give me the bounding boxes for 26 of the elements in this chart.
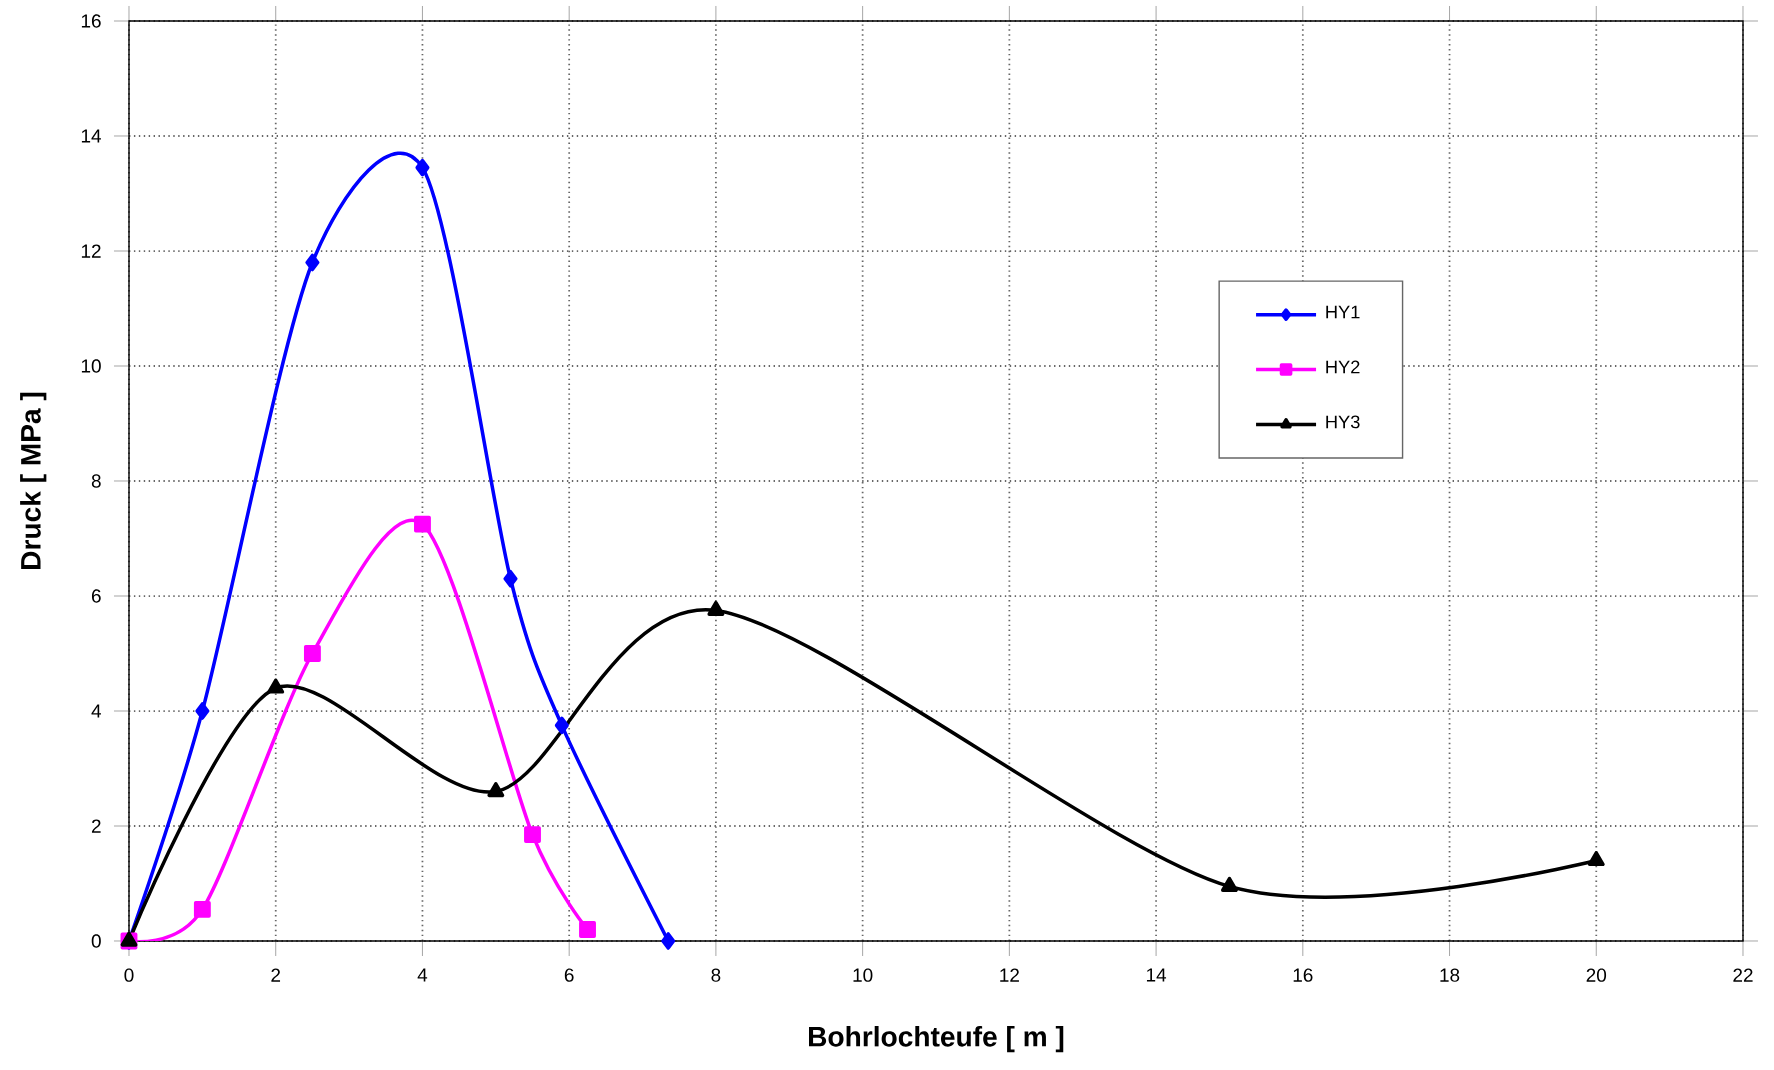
x-tick-label: 0 — [124, 968, 134, 982]
x-tick-label: 4 — [417, 968, 428, 982]
x-tick-label: 12 — [1000, 968, 1019, 982]
y-tick-label: 2 — [91, 819, 101, 833]
legend-label: HY2 — [1326, 360, 1360, 374]
y-axis-title: Druck [ MPa ] — [20, 392, 47, 569]
y-tick-label: 10 — [81, 359, 101, 373]
y-tick-label: 14 — [81, 129, 101, 143]
x-tick-label: 10 — [853, 968, 873, 982]
y-tick-label: 6 — [91, 589, 101, 603]
x-tick-label: 8 — [711, 968, 721, 982]
x-tick-label: 2 — [271, 968, 281, 982]
y-tick-label: 0 — [91, 934, 101, 948]
x-tick-label: 16 — [1293, 968, 1313, 982]
x-tick-label: 14 — [1146, 968, 1167, 982]
legend-label: HY3 — [1326, 415, 1360, 429]
y-tick-label: 12 — [81, 244, 101, 258]
x-tick-label: 20 — [1586, 968, 1607, 982]
legend-label: HY1 — [1326, 305, 1360, 319]
y-tick-label: 8 — [91, 474, 101, 488]
y-tick-label: 16 — [81, 14, 101, 28]
x-tick-label: 18 — [1440, 968, 1460, 982]
x-tick-label: 22 — [1733, 968, 1753, 982]
x-tick-label: 6 — [564, 968, 574, 982]
x-axis-title: Bohrlochteufe [ m ] — [809, 1025, 1064, 1053]
y-tick-label: 4 — [91, 704, 101, 718]
